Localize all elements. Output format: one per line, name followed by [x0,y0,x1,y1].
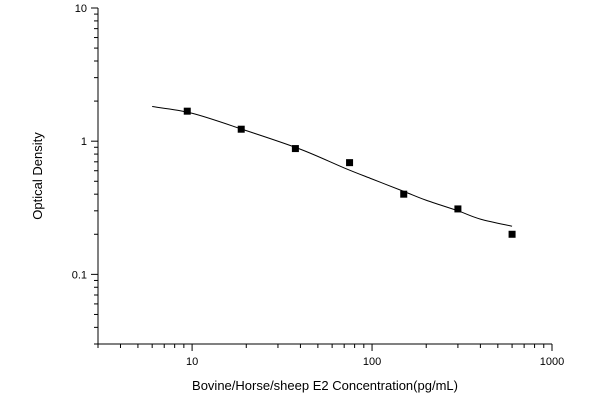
x-ticks: 10 100 1000 [97,344,564,368]
y-axis-title: Optical Density [30,132,45,220]
data-point [508,230,516,238]
fit-curve [152,106,513,227]
x-tick-label: 10 [186,356,198,368]
y-tick-label: 1 [81,136,87,148]
x-tick-label: 100 [363,356,381,368]
data-point [291,145,299,153]
data-point [400,190,408,198]
x-axis-title: Bovine/Horse/sheep E2 Concentration(pg/m… [192,378,458,393]
axes [97,8,552,345]
data-point [183,107,191,115]
y-tick-label: 10 [75,3,87,15]
y-tick-label: 0.1 [72,269,87,281]
data-points [183,107,516,238]
x-tick-label: 1000 [540,356,564,368]
y-ticks: 0.1 1 10 [72,3,98,345]
fit-curve-group [152,106,513,227]
data-point [346,159,354,167]
data-point [237,125,245,133]
data-point [454,205,462,213]
